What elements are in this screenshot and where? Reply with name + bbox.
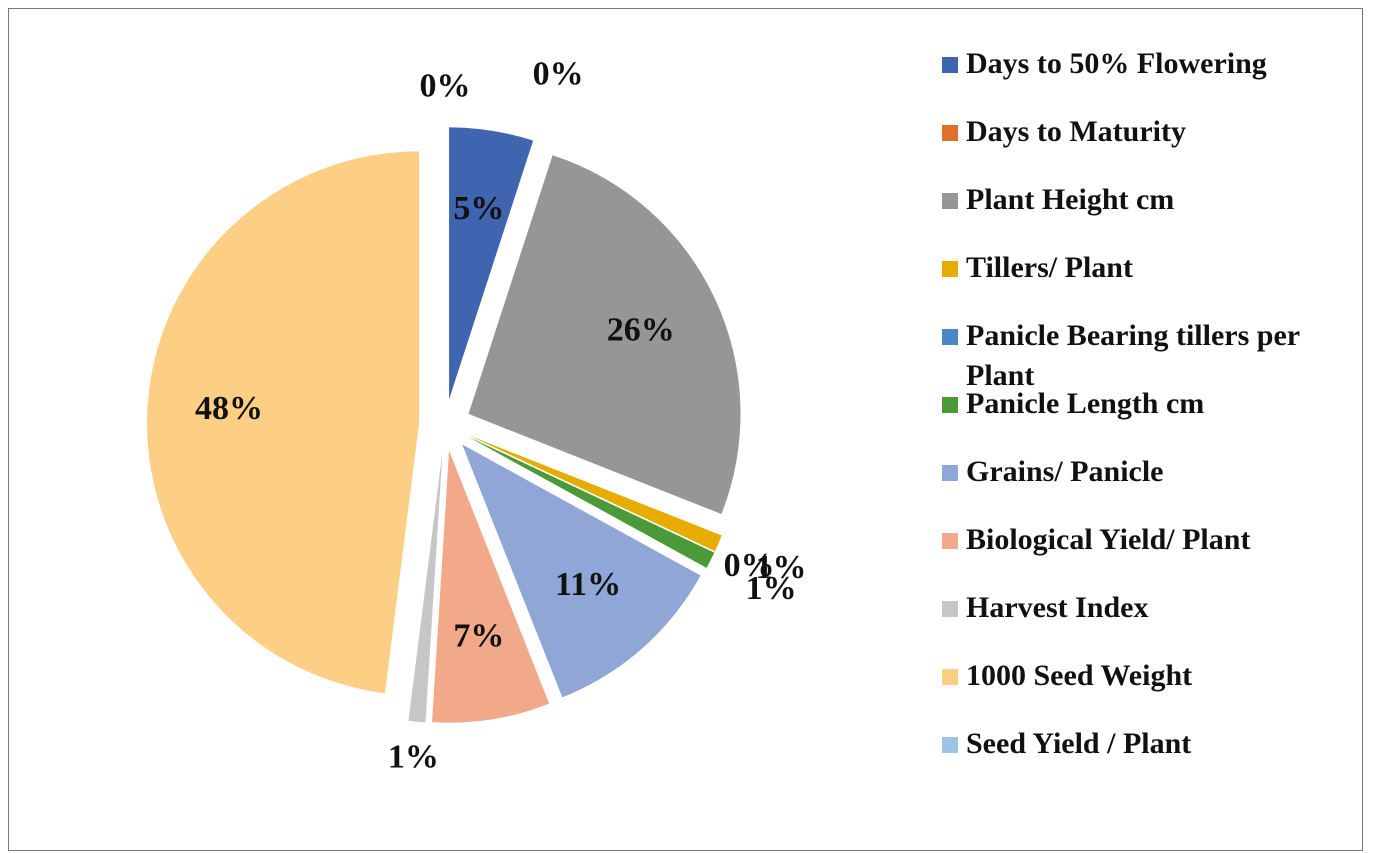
legend-item: Seed Yield / Plant (942, 724, 1362, 792)
legend: Days to 50% Flowering Days to Maturity Pla… (942, 44, 1362, 792)
legend-label: Grains/ Panicle (966, 455, 1164, 488)
legend-label: Days to 50% Flowering (966, 47, 1267, 80)
data-label: 0% (420, 68, 471, 105)
legend-item: 1000 Seed Weight (942, 656, 1362, 724)
pie-slice (449, 127, 534, 400)
data-label: 7% (453, 618, 504, 655)
legend-label: Panicle Bearing tillers per Plant (966, 319, 1300, 392)
legend-swatch (942, 329, 958, 345)
chart-frame (8, 8, 1363, 851)
legend-swatch (942, 601, 958, 617)
legend-swatch (942, 57, 958, 73)
legend-label: Biological Yield/ Plant (966, 523, 1251, 556)
data-label: 0% (533, 56, 584, 93)
data-label: 1% (388, 738, 439, 775)
legend-label: Seed Yield / Plant (966, 727, 1192, 760)
legend-label: Plant Height cm (966, 183, 1175, 216)
legend-item: Panicle Length cm (942, 384, 1362, 452)
legend-item: Days to Maturity (942, 112, 1362, 180)
legend-label: Panicle Length cm (966, 387, 1205, 420)
data-label: 1% (755, 549, 806, 586)
data-label: 5% (453, 190, 504, 227)
pie-slice (468, 435, 722, 552)
legend-swatch (942, 533, 958, 549)
legend-item: Panicle Bearing tillers per Plant (942, 316, 1362, 392)
legend-swatch (942, 193, 958, 209)
legend-item: Plant Height cm (942, 180, 1362, 248)
legend-swatch (942, 737, 958, 753)
legend-swatch (942, 397, 958, 413)
legend-swatch (942, 465, 958, 481)
legend-swatch (942, 125, 958, 141)
legend-swatch (942, 669, 958, 685)
pie-slice (408, 450, 443, 723)
legend-item: Harvest Index (942, 588, 1362, 656)
pie-slice (468, 155, 741, 515)
legend-item: Biological Yield/ Plant (942, 520, 1362, 588)
legend-swatch (942, 261, 958, 277)
legend-label: Harvest Index (966, 591, 1149, 624)
pie-slice (147, 151, 420, 694)
data-label: 26% (607, 312, 675, 349)
data-label: 0% (724, 547, 775, 584)
legend-item: Tillers/ Plant (942, 248, 1362, 316)
pie-slice (462, 444, 701, 698)
pie-slice (431, 450, 550, 723)
data-label: 11% (555, 566, 621, 603)
pie-slice (468, 436, 715, 568)
legend-item: Grains/ Panicle (942, 452, 1362, 520)
data-label: 48% (195, 390, 263, 427)
legend-label: 1000 Seed Weight (966, 659, 1193, 692)
data-label: 1% (746, 570, 797, 607)
legend-label: Days to Maturity (966, 115, 1186, 148)
legend-label: Tillers/ Plant (966, 251, 1133, 284)
legend-item: Days to 50% Flowering (942, 44, 1362, 112)
